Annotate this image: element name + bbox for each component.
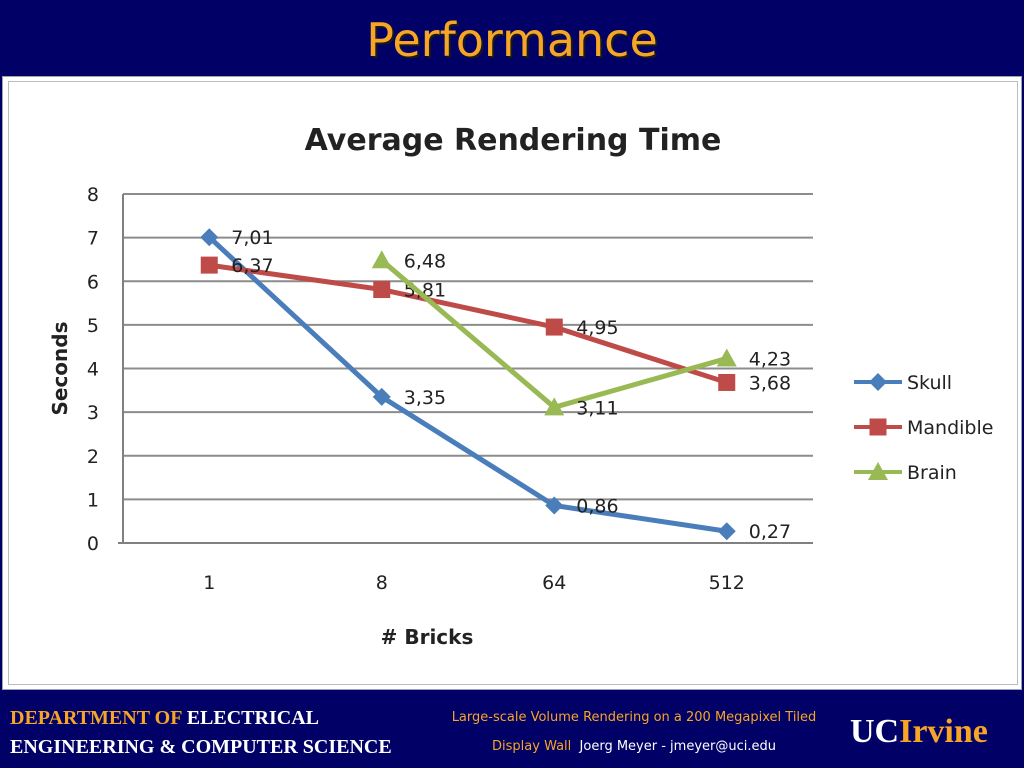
- y-tick-label: 2: [87, 446, 99, 468]
- line-chart: Average Rendering Time 0 1 2 3 4 5 6 7 8 1 8 64 512 # …: [48, 123, 993, 649]
- y-tick-label: 7: [87, 228, 99, 250]
- slide-title: Performance: [366, 13, 658, 67]
- x-tick-label: 8: [376, 572, 388, 594]
- legend-label-brain: Brain: [907, 462, 957, 484]
- data-point-mandible: [200, 256, 218, 274]
- legend-label-mandible: Mandible: [907, 417, 993, 439]
- logo-uc: UC: [850, 713, 900, 750]
- series-line-skull: [207, 235, 728, 534]
- logo-irvine: Irvine: [899, 713, 988, 750]
- y-tick-label: 6: [87, 271, 99, 293]
- department-name: DEPARTMENT OF ELECTRICAL ENGINEERING & C…: [10, 704, 480, 762]
- data-label-brain: 6,48: [404, 250, 446, 272]
- chart-frame: Average Rendering Time 0 1 2 3 4 5 6 7 8 1 8 64 512 # …: [2, 76, 1022, 690]
- talk-title-line1: Large-scale Volume Rendering on a 200 Me…: [451, 710, 817, 725]
- x-tick-label: 64: [542, 572, 566, 594]
- data-label-skull: 0,86: [576, 495, 618, 517]
- data-label-mandible: 3,68: [749, 372, 791, 394]
- data-point-brain: [716, 348, 737, 367]
- department-prefix: DEPARTMENT OF: [10, 707, 182, 729]
- y-axis-title: Seconds: [48, 321, 72, 415]
- data-point-brain: [544, 397, 565, 416]
- data-label-brain: 4,23: [749, 348, 791, 370]
- x-tick-label: 1: [203, 572, 215, 594]
- legend-label-skull: Skull: [907, 372, 952, 394]
- data-point-brain: [371, 250, 392, 269]
- data-point-mandible: [545, 318, 563, 336]
- y-tick-label: 5: [87, 315, 99, 337]
- data-label-brain: 3,11: [576, 397, 618, 419]
- data-label-skull: 0,27: [749, 521, 791, 543]
- department-line1: ELECTRICAL: [186, 707, 319, 729]
- y-tick-label: 4: [87, 359, 99, 381]
- chart-title: Average Rendering Time: [305, 123, 722, 158]
- data-point-mandible: [718, 373, 736, 391]
- talk-info: Large-scale Volume Rendering on a 200 Me…: [424, 703, 844, 761]
- x-axis-title: # Bricks: [381, 625, 474, 649]
- legend-marker-mandible: [869, 418, 887, 436]
- chart-area: Average Rendering Time 0 1 2 3 4 5 6 7 8 1 8 64 512 # …: [8, 81, 1018, 685]
- legend-marker-brain: [868, 462, 888, 480]
- legend-marker-skull: [869, 373, 887, 391]
- x-tick-label: 512: [709, 572, 745, 594]
- department-line2: ENGINEERING & COMPUTER SCIENCE: [10, 736, 392, 758]
- data-point-skull: [717, 522, 736, 541]
- author-info: Joerg Meyer - jmeyer@uci.edu: [579, 739, 776, 754]
- y-tick-label: 3: [87, 402, 99, 424]
- data-label-skull: 3,35: [404, 387, 446, 409]
- data-label-mandible: 4,95: [576, 317, 618, 339]
- talk-title-line2: Display Wall: [492, 739, 572, 754]
- data-label-skull: 7,01: [231, 227, 273, 249]
- series-line-mandible: [208, 262, 728, 385]
- y-tick-label: 0: [87, 533, 99, 555]
- y-tick-label: 8: [87, 184, 99, 206]
- data-point-skull: [200, 228, 219, 247]
- data-point-skull: [545, 496, 564, 515]
- y-tick-label: 1: [87, 489, 99, 511]
- uc-irvine-logo: UCIrvine: [850, 712, 988, 752]
- data-point-skull: [372, 387, 391, 406]
- data-label-mandible: 6,37: [231, 255, 273, 277]
- data-point-mandible: [373, 281, 391, 299]
